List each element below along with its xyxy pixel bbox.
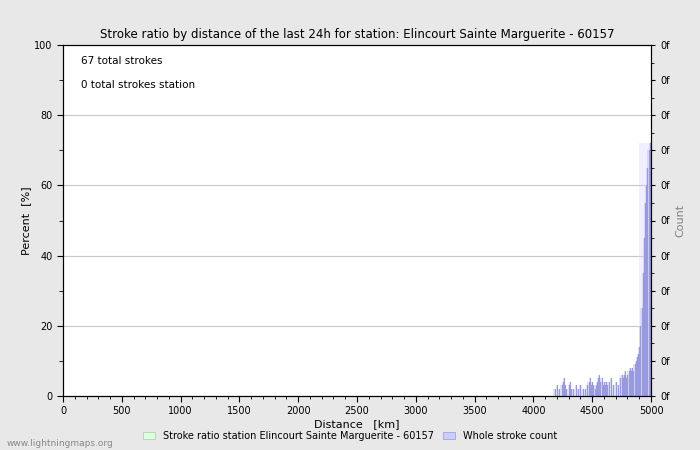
Y-axis label: Percent  [%]: Percent [%] — [22, 186, 32, 255]
Text: 67 total strokes: 67 total strokes — [80, 55, 162, 66]
Text: www.lightningmaps.org: www.lightningmaps.org — [7, 439, 113, 448]
Text: 0 total strokes station: 0 total strokes station — [80, 80, 195, 90]
Y-axis label: Count: Count — [675, 204, 685, 237]
Title: Stroke ratio by distance of the last 24h for station: Elincourt Sainte Marguerit: Stroke ratio by distance of the last 24h… — [99, 28, 615, 41]
Legend: Stroke ratio station Elincourt Sainte Marguerite - 60157, Whole stroke count: Stroke ratio station Elincourt Sainte Ma… — [139, 428, 561, 445]
X-axis label: Distance   [km]: Distance [km] — [314, 419, 400, 429]
